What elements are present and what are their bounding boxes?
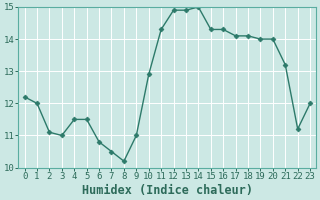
X-axis label: Humidex (Indice chaleur): Humidex (Indice chaleur): [82, 184, 253, 197]
